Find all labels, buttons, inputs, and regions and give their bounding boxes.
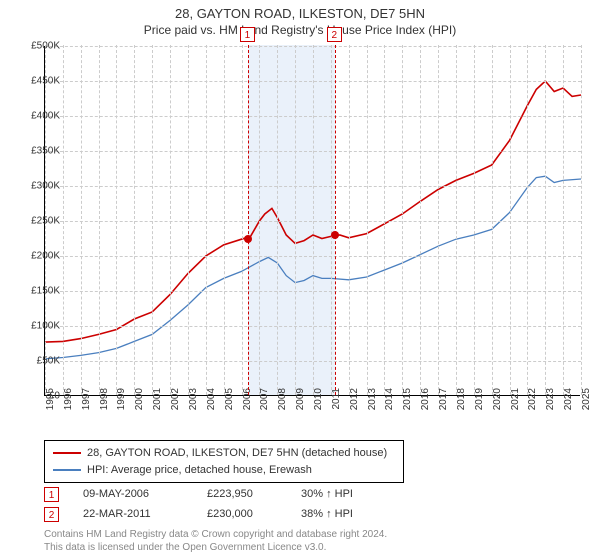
x-tick-label: 1997	[81, 388, 92, 410]
x-tick-label: 2018	[456, 388, 467, 410]
legend-label: 28, GAYTON ROAD, ILKESTON, DE7 5HN (deta…	[87, 445, 387, 462]
x-tick-label: 2020	[492, 388, 503, 410]
transaction-row: 2 22-MAR-2011 £230,000 38% ↑ HPI	[44, 504, 381, 524]
event-line	[335, 45, 336, 395]
x-tick-label: 2022	[527, 388, 538, 410]
transaction-badge: 1	[44, 487, 59, 502]
x-tick-label: 2017	[438, 388, 449, 410]
legend-item: HPI: Average price, detached house, Erew…	[53, 462, 395, 479]
x-tick-label: 2013	[367, 388, 378, 410]
legend-item: 28, GAYTON ROAD, ILKESTON, DE7 5HN (deta…	[53, 445, 395, 462]
x-tick-label: 2009	[295, 388, 306, 410]
x-tick-label: 2023	[545, 388, 556, 410]
y-tick-label: £350K	[20, 146, 60, 157]
legend-label: HPI: Average price, detached house, Erew…	[87, 462, 312, 479]
x-tick-label: 2012	[349, 388, 360, 410]
transaction-badge: 2	[44, 507, 59, 522]
transaction-price: £223,950	[207, 488, 277, 500]
transaction-delta: 38% ↑ HPI	[301, 508, 381, 520]
legend-swatch	[53, 452, 81, 454]
y-tick-label: £400K	[20, 111, 60, 122]
x-tick-label: 2014	[384, 388, 395, 410]
transaction-point	[331, 231, 339, 239]
x-tick-label: 2003	[188, 388, 199, 410]
chart-plot-area: 1995199619971998199920002001200220032004…	[44, 46, 580, 396]
footer-line2: This data is licensed under the Open Gov…	[44, 541, 387, 554]
title-sub: Price paid vs. HM Land Registry's House …	[0, 23, 600, 37]
x-tick-label: 2010	[313, 388, 324, 410]
transaction-date: 09-MAY-2006	[83, 488, 183, 500]
x-tick-label: 2024	[563, 388, 574, 410]
event-badge: 1	[240, 27, 255, 42]
chart-container: 28, GAYTON ROAD, ILKESTON, DE7 5HN Price…	[0, 0, 600, 560]
y-tick-label: £50K	[20, 356, 60, 367]
x-tick-label: 1996	[63, 388, 74, 410]
title-address: 28, GAYTON ROAD, ILKESTON, DE7 5HN	[0, 6, 600, 21]
transactions-table: 1 09-MAY-2006 £223,950 30% ↑ HPI 2 22-MAR-201…	[44, 484, 381, 524]
transaction-delta: 30% ↑ HPI	[301, 488, 381, 500]
x-tick-label: 2015	[402, 388, 413, 410]
x-tick-label: 2002	[170, 388, 181, 410]
event-line	[248, 45, 249, 395]
x-tick-label: 2004	[206, 388, 217, 410]
x-tick-label: 2008	[277, 388, 288, 410]
x-tick-label: 2005	[224, 388, 235, 410]
footer: Contains HM Land Registry data © Crown c…	[44, 528, 387, 554]
x-tick-label: 1998	[99, 388, 110, 410]
transaction-row: 1 09-MAY-2006 £223,950 30% ↑ HPI	[44, 484, 381, 504]
x-tick-label: 2019	[474, 388, 485, 410]
y-tick-label: £500K	[20, 41, 60, 52]
x-tick-label: 2011	[331, 388, 342, 410]
x-tick-label: 2000	[134, 388, 145, 410]
x-tick-label: 2025	[581, 388, 592, 410]
footer-line1: Contains HM Land Registry data © Crown c…	[44, 528, 387, 541]
x-tick-label: 2007	[259, 388, 270, 410]
y-tick-label: £0	[20, 391, 60, 402]
y-tick-label: £250K	[20, 216, 60, 227]
y-tick-label: £450K	[20, 76, 60, 87]
y-tick-label: £200K	[20, 251, 60, 262]
legend-swatch	[53, 469, 81, 471]
transaction-point	[244, 235, 252, 243]
x-tick-label: 2016	[420, 388, 431, 410]
x-tick-label: 2021	[510, 388, 521, 410]
x-tick-label: 2001	[152, 388, 163, 410]
event-badge: 2	[327, 27, 342, 42]
transaction-date: 22-MAR-2011	[83, 508, 183, 520]
transaction-price: £230,000	[207, 508, 277, 520]
y-tick-label: £150K	[20, 286, 60, 297]
y-tick-label: £100K	[20, 321, 60, 332]
legend: 28, GAYTON ROAD, ILKESTON, DE7 5HN (deta…	[44, 440, 404, 483]
y-tick-label: £300K	[20, 181, 60, 192]
titles: 28, GAYTON ROAD, ILKESTON, DE7 5HN Price…	[0, 0, 600, 37]
x-tick-label: 1999	[116, 388, 127, 410]
